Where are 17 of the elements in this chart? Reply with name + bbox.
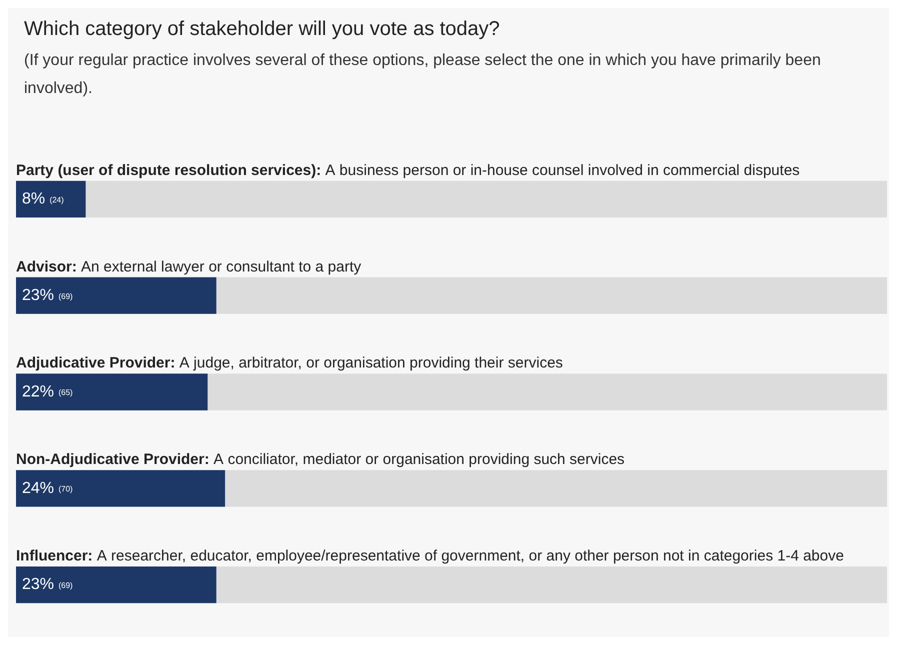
bar	[16, 277, 216, 314]
chart-subtitle: (If your regular practice involves several of these options, please select the one in which you have primarily been involved).	[23, 51, 822, 99]
category-label: Influencer: A researcher, educator, employee/representative of government, or any other person not in categories 1-4 above	[16, 547, 844, 564]
bar	[16, 374, 208, 410]
bar	[16, 180, 86, 218]
data-label: 24% (70)	[22, 480, 74, 497]
chart-title: Which category of stakeholder will you vote as today?	[23, 17, 501, 42]
data-label: 22% (65)	[22, 383, 74, 400]
data-label: 8% (24)	[22, 190, 64, 208]
data-label: 23% (69)	[22, 576, 74, 594]
category-label: Party (user of dispute resolution services): A business person or in-house counsel involved in commercial disputes	[16, 162, 800, 179]
bar	[16, 470, 226, 507]
category-label: Advisor: An external lawyer or consultant to a party	[16, 258, 362, 276]
category-label: Non-Adjudicative Provider: A conciliator, mediator or organisation providing such services	[16, 451, 625, 468]
data-label: 23% (69)	[22, 287, 74, 304]
category-label: Adjudicative Provider: A judge, arbitrator, or organisation providing their services	[16, 354, 563, 372]
bar	[16, 566, 216, 604]
